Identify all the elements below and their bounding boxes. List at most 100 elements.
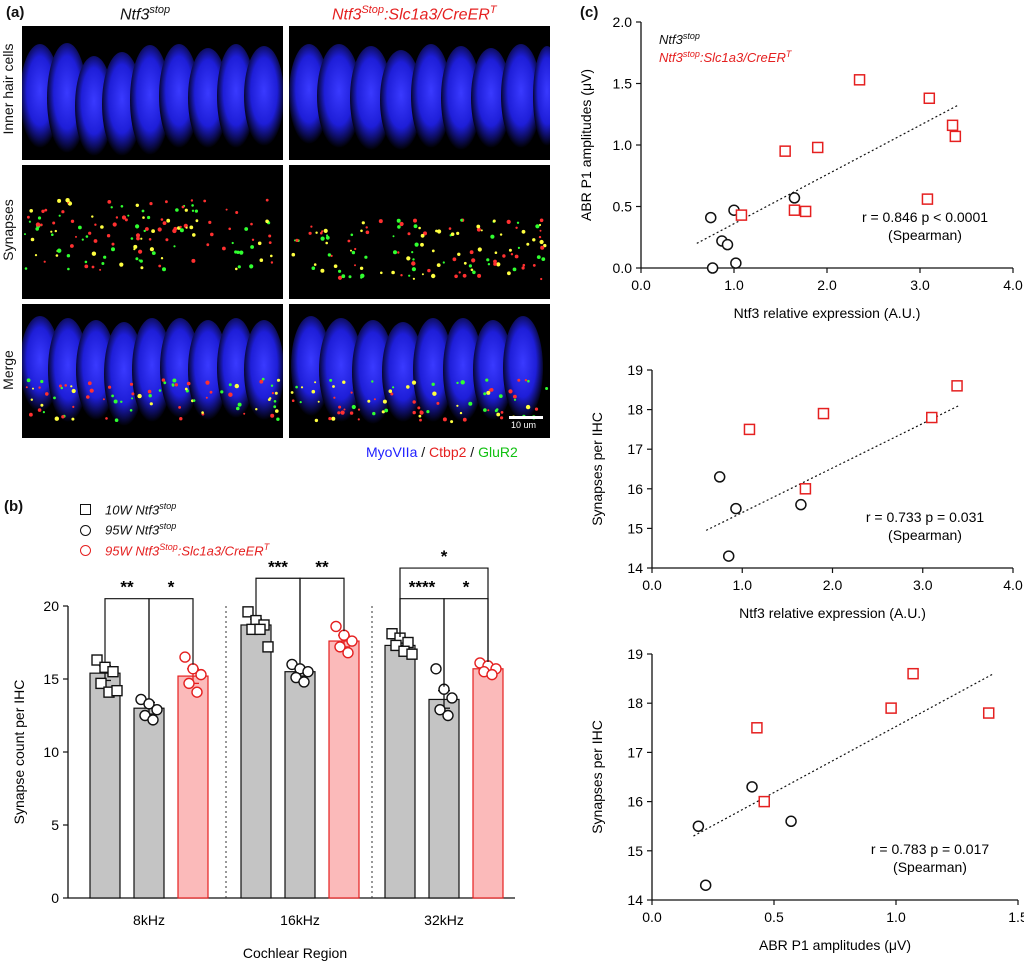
significance-stars: **** (409, 578, 436, 597)
significance-stars: ** (315, 557, 329, 576)
synapse-punctum (29, 412, 33, 417)
synapse-punctum (27, 215, 30, 219)
synapse-punctum (255, 408, 258, 411)
synapse-punctum (174, 383, 178, 387)
synapse-punctum (259, 258, 264, 262)
synapse-punctum (37, 216, 42, 220)
data-point-square (949, 130, 962, 143)
micrograph-merge-ntf3stop-creer: 10 um (289, 304, 550, 438)
data-point-circle (446, 692, 458, 704)
synapse-punctum (236, 406, 240, 411)
x-tick-label: 3.0 (913, 577, 933, 593)
data-point-square (779, 145, 791, 157)
data-point-circle (442, 709, 454, 722)
data-point-square (735, 209, 748, 221)
synapse-punctum (24, 267, 28, 270)
synapse-punctum (54, 416, 59, 421)
synapse-punctum (417, 406, 421, 410)
synapse-punctum (396, 218, 401, 223)
synapse-punctum (414, 242, 419, 247)
synapse-punctum (228, 227, 231, 231)
synapse-punctum (420, 233, 425, 238)
synapse-punctum (487, 409, 490, 412)
synapse-punctum (365, 226, 368, 229)
synapse-punctum (61, 210, 65, 214)
synapse-punctum (390, 392, 394, 396)
y-tick-label: 10 (43, 744, 59, 760)
synapse-punctum (480, 229, 483, 232)
data-point-square (951, 380, 963, 392)
x-tick-label: 1.0 (886, 909, 906, 925)
synapse-punctum (121, 215, 127, 220)
synapse-punctum (350, 391, 353, 394)
synapse-punctum (315, 231, 318, 234)
synapse-punctum (477, 247, 482, 252)
synapse-punctum (522, 263, 526, 267)
synapse-punctum (337, 411, 341, 415)
synapse-punctum (138, 249, 143, 254)
synapse-punctum (361, 221, 365, 225)
synapse-punctum (66, 254, 71, 258)
significance-stars: ** (120, 578, 134, 597)
micrograph-synapses-ntf3stop-creer (289, 165, 550, 299)
bar (284, 671, 316, 899)
synapse-punctum (470, 268, 474, 272)
y-tick-label: 14 (627, 892, 643, 908)
y-tick-label: 17 (627, 744, 643, 760)
legend-95w-sup: stop (159, 521, 177, 532)
stain-glur2: GluR2 (478, 444, 518, 460)
synapse-punctum (70, 244, 74, 248)
category-label: 16kHz (280, 912, 320, 928)
synapse-punctum (151, 251, 156, 255)
synapse-punctum (412, 258, 415, 261)
legend-sup2: T (786, 49, 793, 59)
synapse-punctum (486, 390, 491, 395)
data-point-circle (346, 635, 358, 647)
synapse-punctum (538, 235, 542, 239)
synapse-punctum (314, 418, 319, 423)
y-tick-label: 0.5 (613, 199, 633, 215)
col1-title-text: Ntf3 (120, 6, 150, 24)
data-point-square (799, 205, 812, 218)
y-axis-label: Synapses per IHC (589, 412, 605, 526)
synapse-punctum (103, 255, 107, 259)
legend-10w-pre: 10W Ntf3 (105, 502, 160, 518)
panel-c-label: (c) (580, 4, 599, 21)
synapse-punctum (29, 209, 33, 213)
synapse-punctum (364, 255, 368, 259)
synapse-punctum (507, 271, 511, 276)
data-point-circle (722, 550, 735, 562)
synapse-punctum (131, 392, 135, 396)
synapse-punctum (397, 251, 400, 254)
synapse-punctum (107, 200, 112, 204)
data-point-square (390, 639, 402, 652)
synapse-punctum (359, 266, 364, 270)
synapse-punctum (173, 245, 176, 248)
y-tick-label: 18 (627, 402, 643, 418)
panel-a-label: (a) (6, 4, 25, 21)
synapse-punctum (84, 260, 88, 264)
synapse-punctum (26, 378, 31, 383)
synapse-punctum (140, 266, 144, 270)
legend-item-95w: 95W Ntf3stop (80, 518, 269, 538)
synapse-punctum (515, 226, 518, 229)
synapse-punctum (147, 215, 151, 220)
synapse-punctum (513, 394, 517, 399)
bar (472, 668, 504, 899)
synapse-punctum (270, 254, 273, 258)
synapse-punctum (64, 384, 67, 387)
synapse-punctum (208, 220, 212, 224)
synapse-punctum (135, 233, 141, 238)
col2-title-sup2: T (489, 4, 497, 16)
data-point-square (982, 707, 995, 719)
synapse-punctum (44, 208, 48, 212)
synapse-punctum (459, 411, 463, 415)
stain-sep1: / (417, 444, 430, 460)
synapse-punctum (40, 379, 44, 384)
panel-a-col1-title: Ntf3stop (120, 4, 170, 24)
data-point-square (907, 667, 919, 680)
synapse-punctum (494, 251, 498, 254)
data-point-circle (699, 879, 712, 891)
synapse-punctum (532, 264, 536, 267)
legend-item-10w: 10W Ntf3stop (80, 498, 269, 518)
